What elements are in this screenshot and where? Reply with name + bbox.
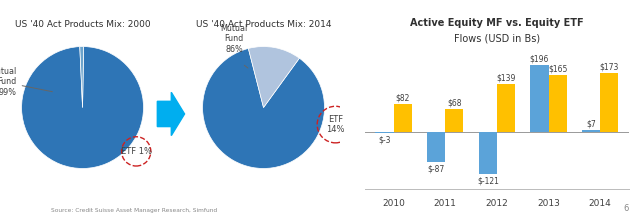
Wedge shape: [80, 46, 84, 108]
Bar: [530, 65, 549, 132]
Wedge shape: [203, 48, 324, 169]
Text: $-87: $-87: [427, 164, 444, 173]
Text: $68: $68: [447, 98, 462, 108]
Bar: [445, 109, 464, 132]
FancyArrow shape: [157, 92, 185, 136]
Bar: [427, 132, 445, 162]
Text: Source: Credit Suisse Asset Manager Research, Simfund: Source: Credit Suisse Asset Manager Rese…: [51, 208, 217, 213]
Text: ETF
14%: ETF 14%: [326, 115, 345, 134]
Text: ETF 1%: ETF 1%: [121, 147, 152, 156]
Text: $-3: $-3: [378, 135, 391, 144]
Text: Mutual
Fund
99%: Mutual Fund 99%: [0, 67, 53, 97]
Text: $165: $165: [548, 65, 567, 74]
Text: $-121: $-121: [477, 176, 498, 185]
Title: US '40 Act Products Mix: 2000: US '40 Act Products Mix: 2000: [15, 20, 150, 29]
Bar: [479, 132, 497, 174]
Text: 6: 6: [624, 204, 629, 213]
Text: Flows (USD in Bs): Flows (USD in Bs): [454, 34, 540, 44]
Bar: [600, 73, 618, 132]
Text: $173: $173: [599, 62, 619, 71]
Wedge shape: [22, 47, 144, 169]
Bar: [375, 132, 394, 133]
Bar: [497, 84, 515, 132]
Bar: [582, 130, 600, 132]
Text: $196: $196: [530, 54, 549, 63]
Bar: [394, 104, 411, 132]
Text: $82: $82: [396, 94, 410, 103]
Bar: [549, 75, 566, 132]
Wedge shape: [248, 46, 299, 108]
Text: $139: $139: [496, 74, 516, 83]
Text: Active Equity MF vs. Equity ETF: Active Equity MF vs. Equity ETF: [410, 18, 584, 29]
Text: Mutual
Fund
86%: Mutual Fund 86%: [220, 24, 248, 54]
Title: US '40 Act Products Mix: 2014: US '40 Act Products Mix: 2014: [196, 20, 331, 29]
Text: $7: $7: [586, 120, 596, 129]
